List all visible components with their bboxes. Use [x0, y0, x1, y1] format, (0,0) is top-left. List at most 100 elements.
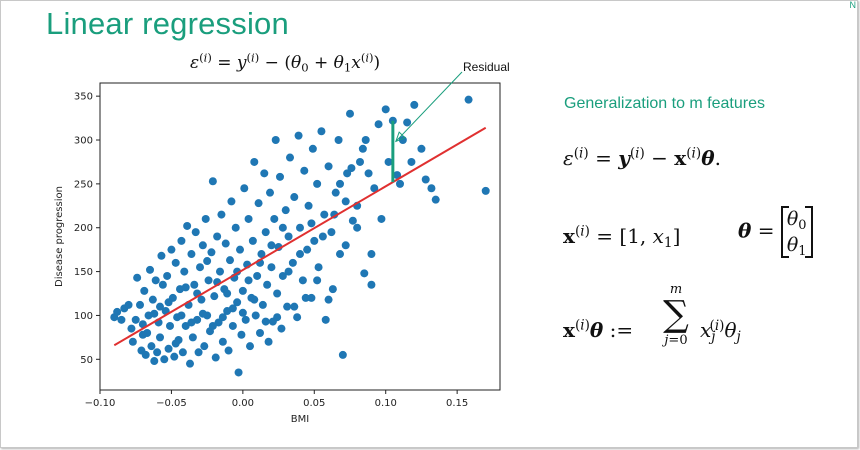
data-point: [334, 136, 343, 145]
data-point: [358, 144, 367, 153]
data-point: [298, 276, 307, 285]
data-point: [146, 265, 154, 274]
data-point: [160, 355, 169, 364]
data-point: [250, 295, 259, 304]
data-point: [203, 257, 212, 266]
data-point: [153, 348, 162, 357]
data-point: [238, 286, 247, 295]
data-point: [147, 342, 156, 351]
data-point: [190, 280, 199, 289]
data-point: [300, 166, 309, 175]
data-point: [223, 289, 232, 298]
data-point: [170, 352, 179, 361]
data-point: [177, 236, 186, 245]
data-point: [234, 368, 243, 377]
data-point: [217, 210, 226, 219]
data-point: [124, 300, 133, 309]
data-point: [181, 283, 190, 292]
data-point: [166, 321, 174, 330]
data-point: [263, 280, 272, 289]
data-point: [313, 179, 322, 188]
data-point: [310, 236, 319, 245]
y-axis-label: Disease progression: [54, 186, 65, 287]
data-point: [307, 219, 316, 228]
data-point: [163, 271, 172, 280]
residual-label: Residual: [463, 60, 510, 74]
data-point: [427, 184, 436, 193]
residual-equation: ε(i) = y(i) − (θ0 + θ1x(i)): [190, 50, 381, 75]
data-point: [341, 197, 350, 206]
x-axis-label: BMI: [291, 414, 309, 425]
y-tick-label: 100: [74, 311, 93, 322]
data-point: [218, 337, 227, 346]
data-point: [347, 164, 356, 173]
data-point: [136, 300, 144, 309]
data-point: [211, 353, 220, 362]
data-point: [196, 263, 204, 272]
data-point: [244, 276, 253, 285]
data-point: [290, 193, 299, 202]
data-point: [377, 214, 386, 223]
residual-arrow-shaft: [395, 71, 463, 142]
data-point: [260, 169, 269, 178]
data-point: [204, 276, 213, 285]
feature-vector-equation: x(i) = [1, x1]: [563, 223, 681, 252]
data-point: [191, 228, 200, 237]
data-point: [127, 324, 136, 333]
data-point: [258, 300, 267, 309]
data-point: [133, 273, 142, 282]
data-point: [267, 241, 276, 250]
data-point: [164, 298, 173, 307]
data-point: [238, 308, 247, 317]
data-point: [304, 201, 313, 210]
data-point: [237, 330, 246, 339]
data-point: [187, 318, 196, 327]
data-point: [324, 162, 333, 171]
data-point: [277, 324, 286, 333]
data-point: [313, 276, 322, 285]
data-point: [293, 313, 302, 322]
data-point: [228, 321, 237, 330]
data-point: [156, 302, 164, 311]
data-point: [208, 177, 217, 186]
data-point: [240, 184, 249, 193]
data-point: [226, 256, 234, 265]
chart-overlays: [113, 71, 487, 347]
data-point: [246, 342, 254, 351]
data-point: [278, 271, 287, 280]
data-point: [140, 286, 149, 295]
data-point: [320, 210, 329, 219]
data-point: [158, 280, 167, 289]
data-point: [284, 232, 293, 241]
data-point: [393, 171, 402, 180]
data-point: [187, 250, 196, 259]
dot-product-equation: x(i)θ :=: [563, 317, 634, 342]
data-point: [141, 350, 150, 359]
data-point: [294, 131, 303, 140]
data-point: [186, 359, 194, 368]
data-point: [183, 221, 192, 230]
data-point: [364, 169, 373, 178]
data-point: [188, 333, 197, 342]
residual-arrow-head: [395, 131, 406, 143]
data-point: [367, 250, 376, 259]
data-point: [303, 245, 312, 254]
y-tick-label: 50: [80, 355, 93, 366]
y-tick-label: 350: [74, 92, 93, 103]
x-tick-label: −0.10: [85, 398, 116, 409]
generalization-heading: Generalization to m features: [564, 95, 765, 112]
data-point: [271, 136, 280, 145]
data-point: [257, 250, 266, 259]
data-point: [177, 311, 186, 320]
data-point: [151, 276, 160, 285]
data-point: [228, 304, 237, 313]
data-point: [213, 232, 222, 241]
data-point: [207, 248, 216, 257]
y-tick-label: 250: [74, 179, 93, 190]
data-point: [156, 333, 164, 342]
data-point: [324, 295, 333, 304]
x-tick-label: 0.00: [232, 398, 254, 409]
theta-vector-equation: θ = θ0 θ1: [738, 206, 813, 258]
data-point: [198, 241, 207, 250]
